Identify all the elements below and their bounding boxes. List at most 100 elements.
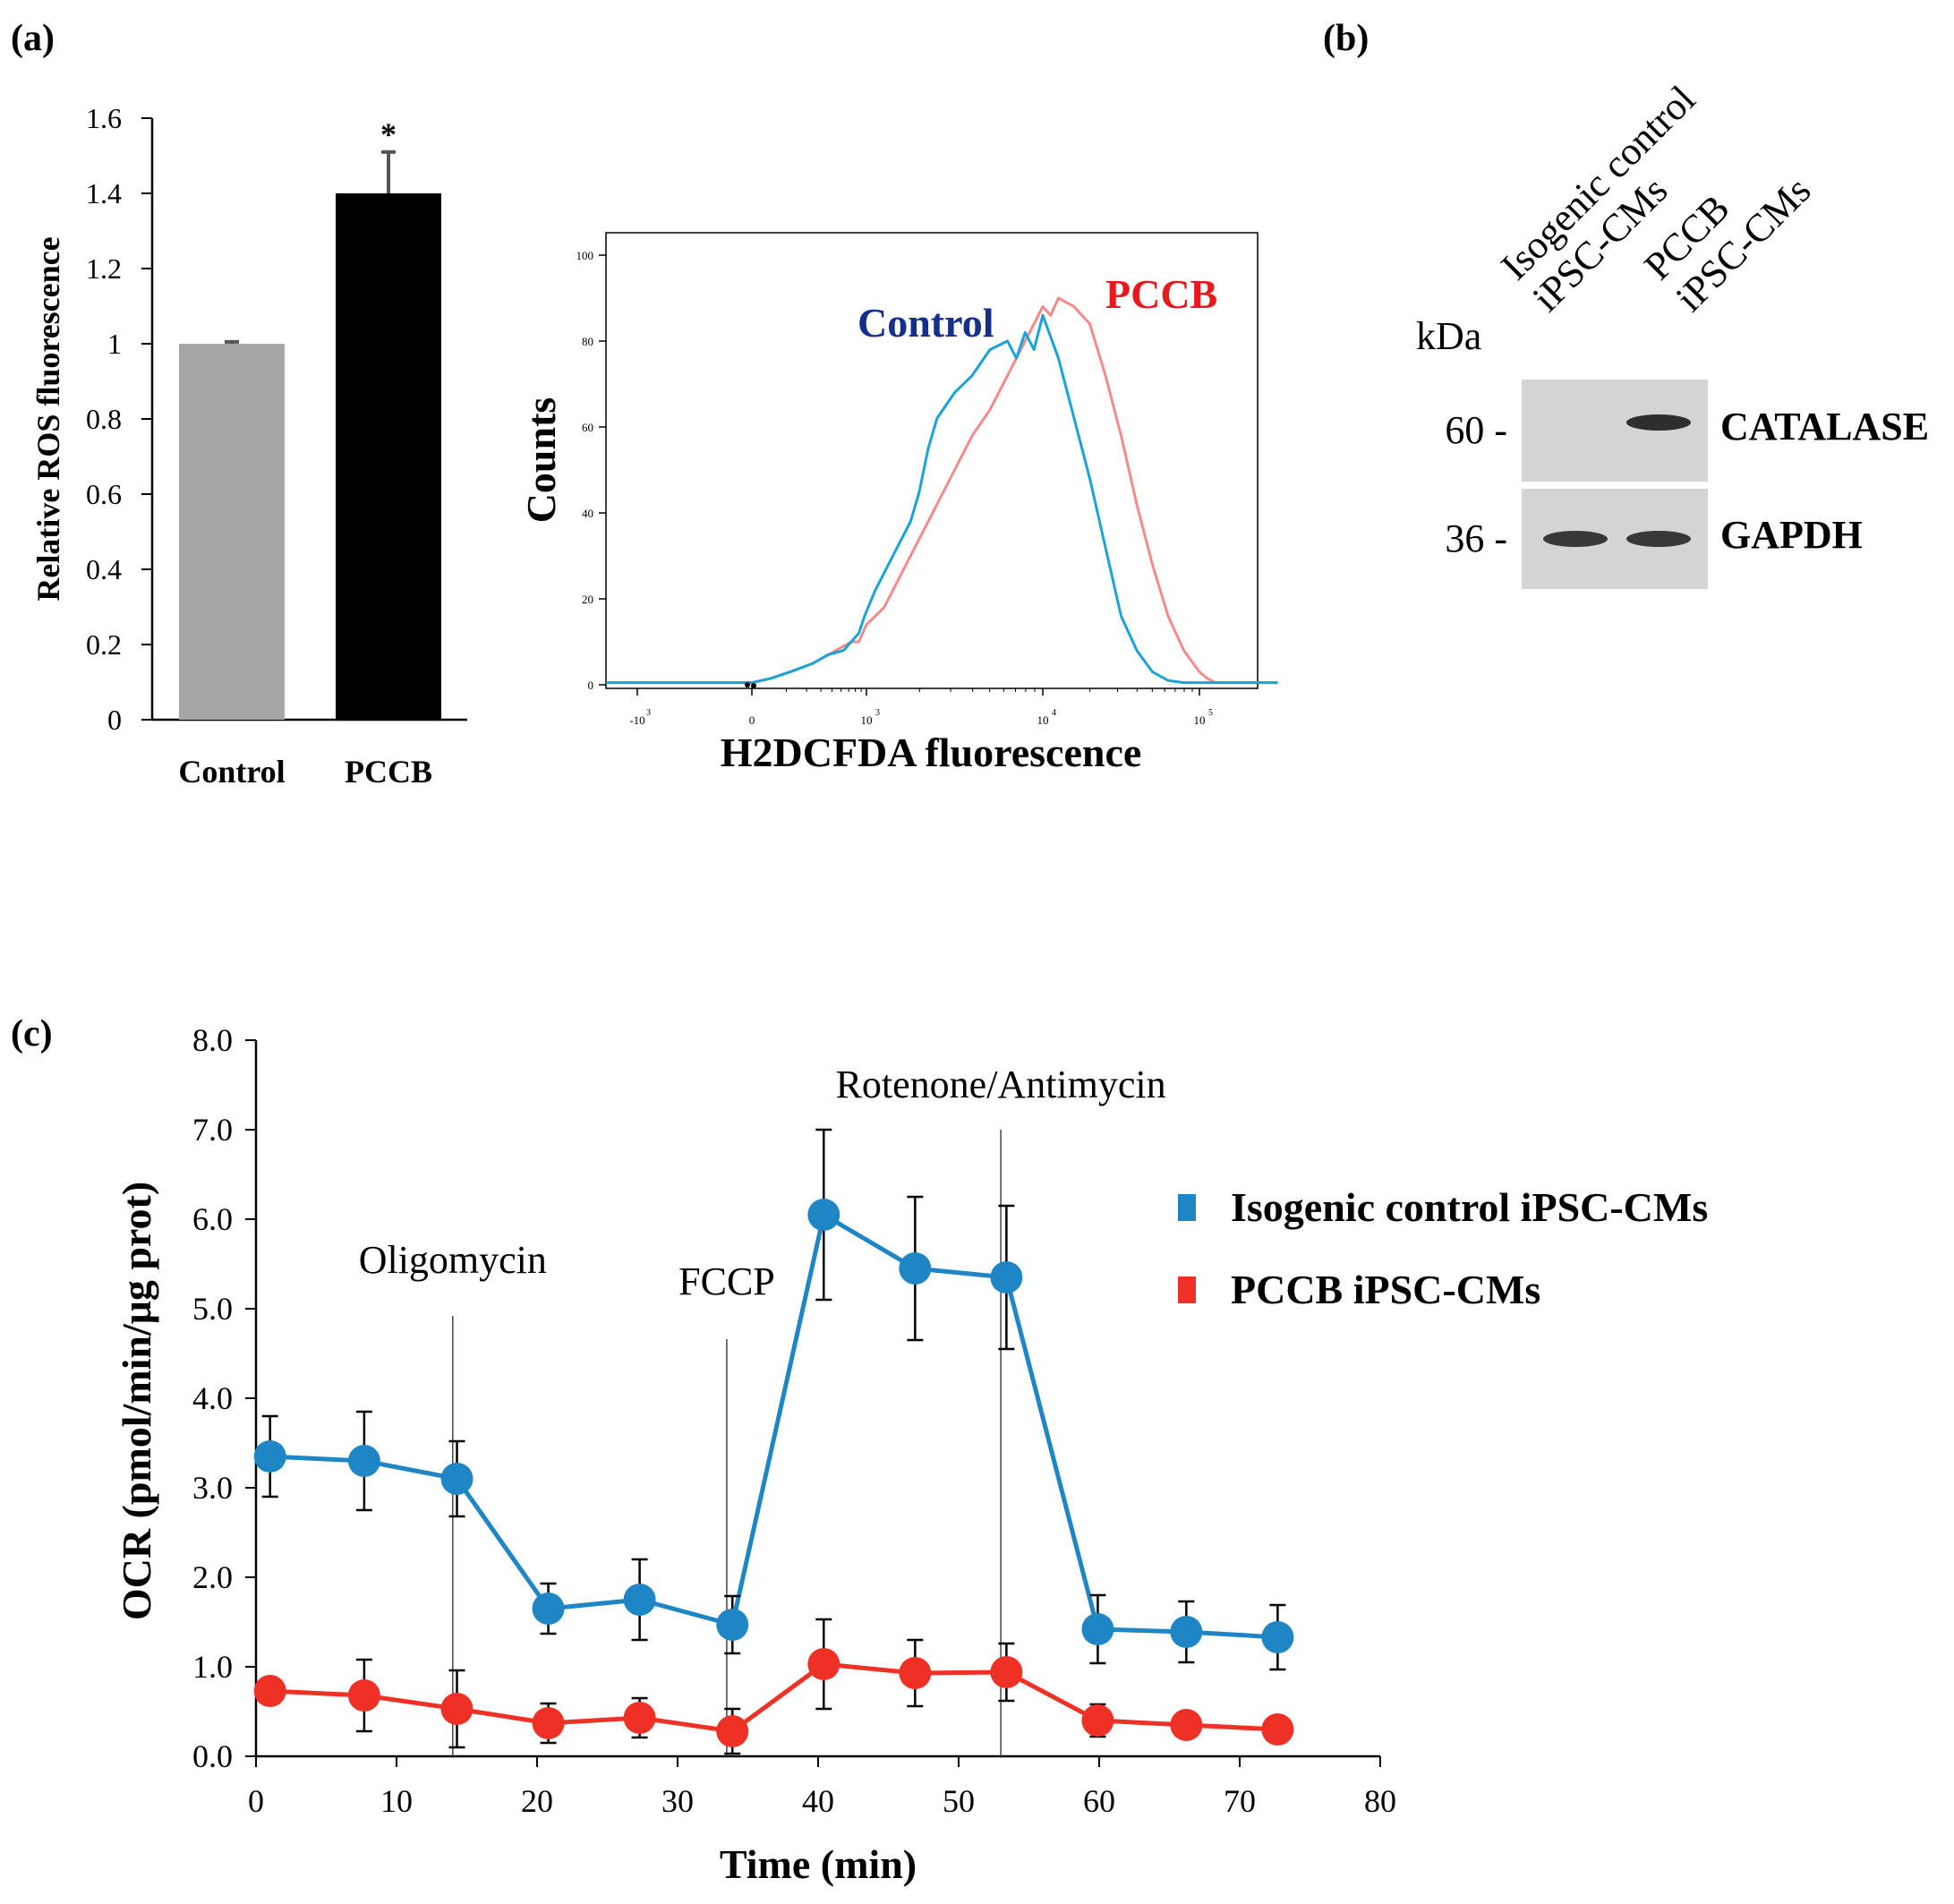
bar-y-tick-label: 0.4 xyxy=(86,553,122,585)
ocr-x-tick-label: 60 xyxy=(1083,1783,1115,1819)
ocr-legend: Isogenic control iPSC-CMs PCCB iPSC-CMs xyxy=(1178,1184,1708,1312)
flow-plot-frame xyxy=(605,232,1259,689)
ocr-y-tick-label: 5.0 xyxy=(192,1291,233,1327)
ocr-y-tick-label: 3.0 xyxy=(192,1470,233,1506)
blot-band xyxy=(1626,414,1691,431)
ocr-data-point xyxy=(807,1648,840,1680)
ocr-x-tick-label: 50 xyxy=(943,1783,975,1819)
flow-y-tick-label: 0 xyxy=(588,679,594,692)
ocr-x-ticks: 0 10 20 30 40 50 60 70 80 xyxy=(248,1756,1396,1819)
ocr-data-point xyxy=(716,1609,749,1641)
ocr-y-tick-label: 4.0 xyxy=(192,1380,233,1416)
ocr-data-point xyxy=(440,1463,474,1495)
ocr-legend-swatch xyxy=(1178,1276,1196,1303)
bar-y-tick-label: 0.6 xyxy=(86,478,122,510)
flow-x-tick-label: -10 xyxy=(629,713,644,727)
ocr-x-axis-title: Time (min) xyxy=(720,1841,917,1887)
flow-x-tick-exponent: 3 xyxy=(875,708,880,718)
flow-x-tick-label: 10 xyxy=(861,713,873,727)
bar-y-tick-label: 0.2 xyxy=(86,628,122,661)
bar-y-tick-label: 1 xyxy=(107,328,122,360)
ocr-marker-label: FCCP xyxy=(678,1259,775,1303)
blot-panels: 60 - CATALASE 36 - GAPDH xyxy=(1445,380,1929,589)
ocr-data-point xyxy=(347,1445,380,1477)
flow-x-tick-label: 10 xyxy=(1037,713,1049,727)
flow-pccb-annotation: PCCB xyxy=(1105,271,1217,317)
bar-y-tick-label: 1.2 xyxy=(86,252,122,285)
blot-unit-label: kDa xyxy=(1416,314,1481,358)
flow-y-tick-label: 20 xyxy=(582,593,593,606)
blot-band xyxy=(1543,531,1608,547)
ocr-data-point xyxy=(623,1702,656,1734)
flow-y-tick-label: 80 xyxy=(582,335,593,348)
blot-lane-label: PCCBiPSC-CMs xyxy=(1635,137,1819,320)
ocr-y-tick-label: 8.0 xyxy=(192,1022,233,1058)
flow-event-dot xyxy=(751,683,756,688)
ocr-data-point xyxy=(1170,1616,1203,1648)
flow-x-tick-label: 10 xyxy=(1194,713,1206,727)
ros-bar-chart: Relative ROS fluorescence 0 0.2 0.4 0.6 0.8 1… xyxy=(30,102,467,790)
flow-control-annotation: Control xyxy=(858,300,994,346)
ocr-data-point xyxy=(1261,1713,1294,1746)
bar-y-tick-label: 0 xyxy=(107,704,122,736)
ocr-data-point xyxy=(807,1199,840,1231)
ocr-y-tick-label: 1.0 xyxy=(192,1649,233,1685)
bar-y-tick-label: 1.4 xyxy=(86,177,122,209)
ocr-y-tick-label: 7.0 xyxy=(192,1112,233,1148)
ocr-data-point xyxy=(253,1675,286,1707)
ocr-x-tick-label: 10 xyxy=(380,1783,413,1819)
ocr-data-point xyxy=(1261,1621,1294,1653)
ocr-x-tick-label: 20 xyxy=(521,1783,553,1819)
bar-y-tick-label: 0.8 xyxy=(86,403,122,435)
ocr-y-tick-label: 0.0 xyxy=(192,1738,233,1774)
bar-category-label: Control xyxy=(178,754,285,790)
flow-y-axis-title: Counts xyxy=(518,397,564,524)
bar-y-axis-title: Relative ROS fluorescence xyxy=(30,236,66,601)
flow-y-tick-label: 100 xyxy=(576,249,594,262)
panel-label-b: (b) xyxy=(1323,18,1369,59)
ocr-y-ticks: 0.0 1.0 2.0 3.0 4.0 5.0 6.0 7.0 8.0 xyxy=(192,1022,256,1774)
ocr-series-pccb xyxy=(253,1618,1294,1755)
flow-y-tick-label: 60 xyxy=(582,421,593,434)
flow-x-axis-title: H2DCFDA fluorescence xyxy=(721,730,1142,775)
ocr-x-tick-label: 0 xyxy=(248,1783,264,1819)
blot-membrane-catalase xyxy=(1522,380,1708,482)
ocr-data-point xyxy=(347,1679,380,1712)
ocr-data-point xyxy=(990,1656,1023,1688)
ocr-y-axis-title: OCR (pmol/min/μg prot) xyxy=(114,1182,159,1620)
ocr-data-point xyxy=(1081,1613,1114,1645)
ocr-series-line xyxy=(269,1661,1278,1734)
ocr-data-point xyxy=(990,1261,1023,1294)
ocr-y-tick-label: 2.0 xyxy=(192,1559,233,1595)
ocr-marker-label: Oligomycin xyxy=(359,1238,547,1282)
ocr-data-point xyxy=(1081,1704,1114,1737)
bar-control xyxy=(179,344,285,720)
ocr-data-point xyxy=(532,1707,565,1739)
ocr-treatment-markers: Oligomycin FCCP Rotenone/Antimycin xyxy=(359,1063,1166,1756)
ocr-data-point xyxy=(532,1592,565,1625)
ocr-legend-swatch xyxy=(1178,1194,1196,1221)
bar-series: Control PCCB * xyxy=(178,116,441,790)
ocr-series xyxy=(253,1128,1294,1755)
blot-weight-label: 60 - xyxy=(1445,408,1507,452)
flow-x-tick-exponent: 3 xyxy=(646,708,651,718)
ocr-legend-label: Isogenic control iPSC-CMs xyxy=(1231,1184,1708,1230)
blot-protein-label: GAPDH xyxy=(1720,513,1863,557)
ocr-marker-label: Rotenone/Antimycin xyxy=(836,1063,1166,1106)
ocr-data-point xyxy=(899,1252,932,1285)
bar-pccb xyxy=(336,193,441,720)
ocr-series-control xyxy=(253,1128,1294,1671)
ocr-legend-label: PCCB iPSC-CMs xyxy=(1231,1267,1540,1312)
flow-y-tick-label: 40 xyxy=(582,507,593,520)
flow-x-tick-exponent: 4 xyxy=(1052,708,1056,718)
flow-y-ticks: 0 20 40 60 80 100 xyxy=(576,249,606,692)
ocr-x-tick-label: 80 xyxy=(1364,1783,1396,1819)
bar-significance-star: * xyxy=(380,116,397,152)
ocr-y-tick-label: 6.0 xyxy=(192,1201,233,1237)
ocr-line-chart: OCR (pmol/min/μg prot) Time (min) 0.0 1.0… xyxy=(114,1022,1708,1887)
ocr-x-tick-label: 70 xyxy=(1224,1783,1256,1819)
flow-event-dot xyxy=(745,682,750,687)
flow-line-pccb xyxy=(606,296,1278,685)
